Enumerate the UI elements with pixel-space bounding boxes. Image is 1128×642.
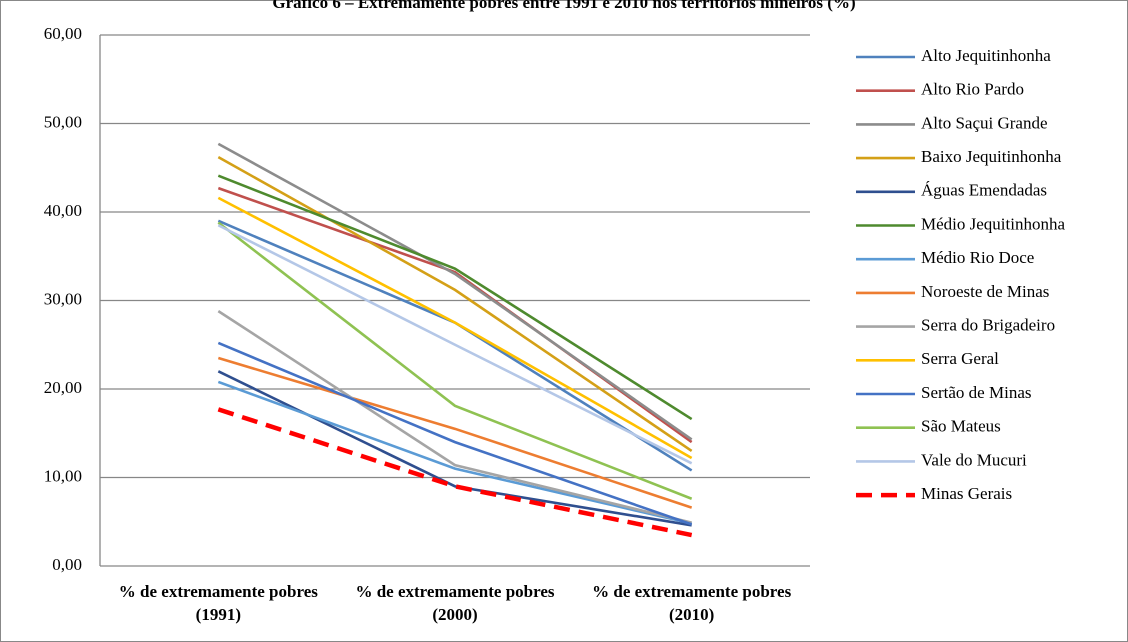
x-tick-label: % de extremamente pobres (2010) bbox=[592, 582, 792, 624]
legend-label: São Mateus bbox=[921, 417, 1001, 436]
legend-label: Serra Geral bbox=[921, 349, 999, 368]
series-line bbox=[217, 380, 692, 525]
legend-label: Sertão de Minas bbox=[921, 383, 1031, 402]
x-tick-label: % de extremamente pobres (2000) bbox=[355, 582, 555, 624]
y-tick-label: 60,00 bbox=[44, 24, 82, 43]
y-tick-label: 40,00 bbox=[44, 201, 82, 220]
legend-label: Alto Saçui Grande bbox=[921, 113, 1048, 132]
legend-label: Serra do Brigadeiro bbox=[921, 316, 1055, 335]
y-tick-label: 30,00 bbox=[44, 289, 82, 308]
legend-label: Alto Rio Pardo bbox=[921, 80, 1024, 99]
y-tick-label: 10,00 bbox=[44, 466, 82, 485]
series-line bbox=[217, 310, 692, 524]
series-line bbox=[217, 407, 693, 538]
series-line bbox=[217, 155, 693, 453]
series-line bbox=[217, 341, 693, 526]
series-line bbox=[217, 174, 693, 421]
legend-label: Águas Emendadas bbox=[921, 181, 1047, 200]
x-tick-label: % de extremamente pobres (1991) bbox=[118, 582, 318, 624]
series-line bbox=[217, 196, 693, 460]
legend-label: Médio Rio Doce bbox=[921, 248, 1034, 267]
y-tick-label: 20,00 bbox=[44, 378, 82, 397]
legend-label: Alto Jequitinhonha bbox=[921, 46, 1051, 65]
series-line bbox=[217, 370, 692, 527]
series-line bbox=[217, 224, 693, 465]
series-line bbox=[217, 221, 693, 500]
legend-label: Vale do Mucuri bbox=[921, 450, 1027, 469]
legend-label: Noroeste de Minas bbox=[921, 282, 1049, 301]
legend-label: Minas Gerais bbox=[921, 484, 1012, 503]
chart-title: Gráfico 6 – Extremamente pobres entre 19… bbox=[272, 0, 855, 12]
legend-label: Baixo Jequitinhonha bbox=[921, 147, 1062, 166]
y-tick-label: 0,00 bbox=[52, 555, 82, 574]
legend-label: Médio Jequitinhonha bbox=[921, 214, 1065, 233]
series-line bbox=[217, 142, 693, 441]
series-line bbox=[217, 356, 693, 509]
y-tick-label: 50,00 bbox=[44, 112, 82, 131]
